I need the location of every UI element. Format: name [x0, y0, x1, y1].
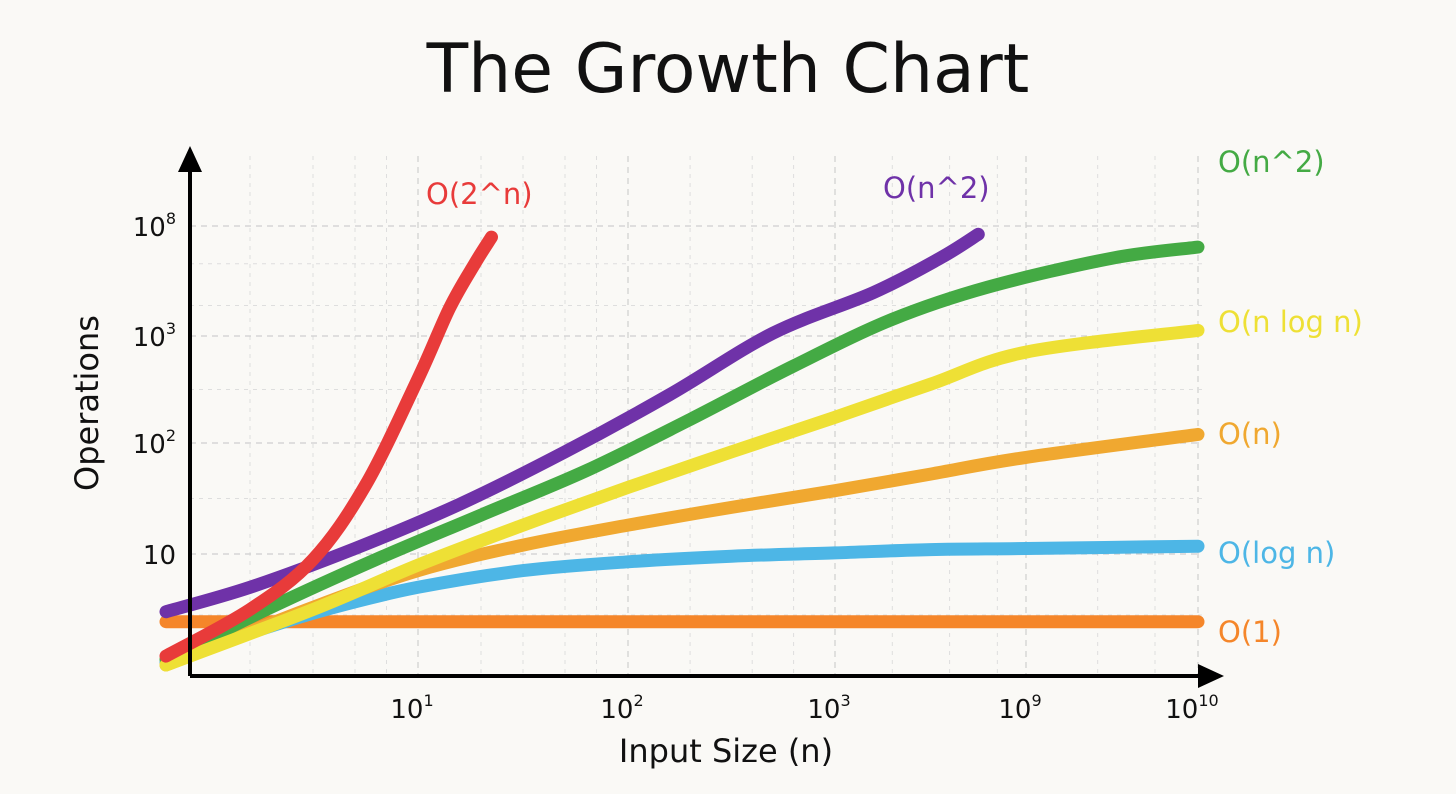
- chart-title: The Growth Chart: [426, 30, 1030, 109]
- y-tick-labels: 10 102 103 108: [133, 209, 176, 571]
- x-tick-label: 1010: [1165, 691, 1218, 725]
- series-label-o-2-n: O(2^n): [426, 177, 533, 211]
- y-axis-arrow: [178, 146, 202, 172]
- x-axis-label: Input Size (n): [619, 732, 833, 770]
- series-label-o-n-2-green: O(n^2): [1218, 145, 1325, 179]
- x-axis-arrow: [1198, 664, 1224, 688]
- series-label-o-1: O(1): [1218, 615, 1282, 649]
- x-tick-label: 109: [998, 691, 1041, 725]
- y-tick-label: 10: [143, 541, 176, 571]
- series-label-o-n-log-n: O(n log n): [1218, 305, 1363, 339]
- series-label-o-n-2-purple: O(n^2): [883, 171, 990, 205]
- y-axis-label: Operations: [68, 315, 106, 491]
- series-line-o-n-log-n: [159, 323, 1205, 672]
- series-label-o-log-n: O(log n): [1218, 536, 1335, 570]
- series-line-o-n-2-green: [159, 240, 1205, 666]
- x-tick-label: 103: [807, 691, 850, 725]
- series-label-o-n: O(n): [1218, 417, 1282, 451]
- series-labels: O(1) O(log n) O(n) O(n log n) O(n^2) O(n^2) O(…: [426, 145, 1363, 649]
- y-tick-label: 103: [133, 319, 176, 353]
- x-tick-label: 101: [390, 691, 433, 725]
- x-tick-labels: 101 102 103 109 1010: [390, 691, 1218, 725]
- x-tick-label: 102: [600, 691, 643, 725]
- axes: [178, 146, 1224, 688]
- y-tick-label: 102: [133, 426, 176, 460]
- series-line-o-2-n: [159, 230, 498, 663]
- series-curves: [159, 227, 1205, 672]
- y-tick-label: 108: [133, 209, 176, 243]
